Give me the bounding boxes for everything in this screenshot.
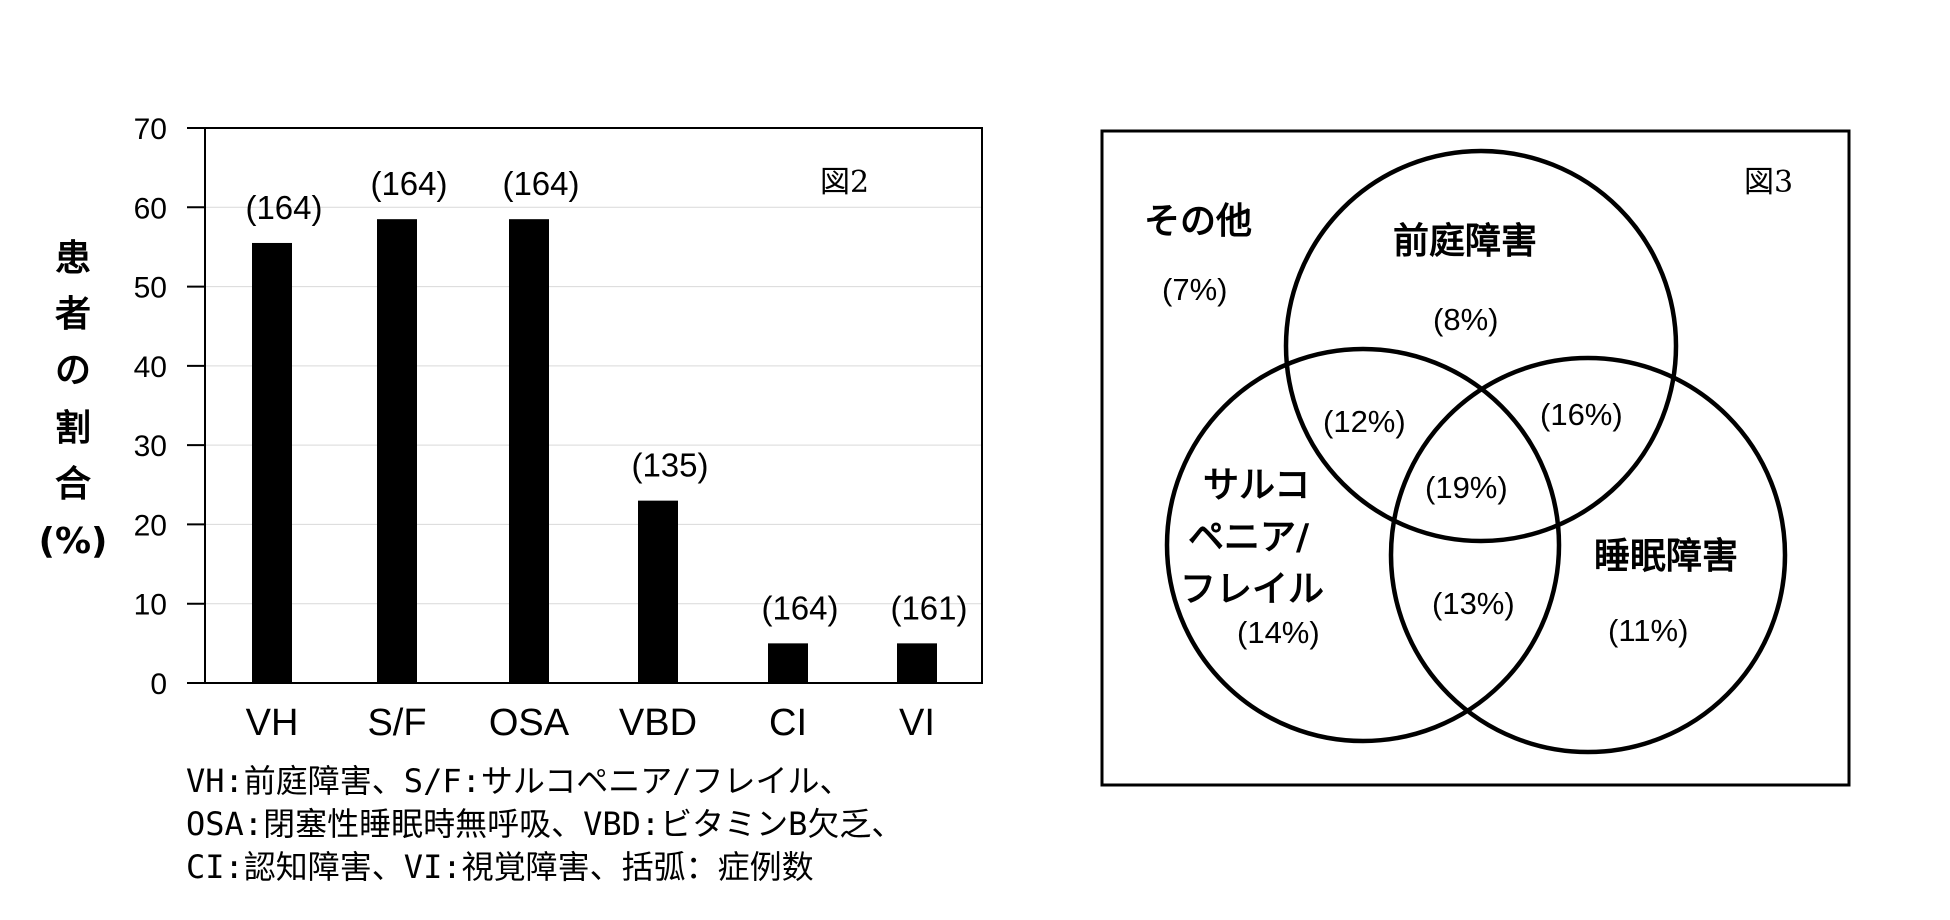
bar-vi bbox=[897, 643, 937, 683]
grid-lines bbox=[205, 206, 982, 605]
category-label: S/F bbox=[367, 702, 426, 744]
region-all-three-value: (19%) bbox=[1425, 470, 1508, 505]
y-tick-label: 50 bbox=[134, 272, 167, 305]
count-labels: (164) (164) (164) (135) (164) (161) bbox=[245, 165, 967, 626]
count-label: (164) bbox=[245, 189, 322, 226]
region-vestibular-value: (8%) bbox=[1433, 302, 1498, 337]
category-label: OSA bbox=[489, 702, 570, 744]
bar-osa bbox=[509, 219, 549, 683]
circle-vestibular bbox=[1283, 148, 1679, 544]
venn-diagram: 図3 その他 (7%) 前庭障害 (8%) (12%) (16%) (19%) … bbox=[1100, 129, 1851, 787]
y-tick-label: 30 bbox=[134, 430, 167, 463]
category-label: VH bbox=[246, 702, 299, 744]
y-tick-label: 10 bbox=[134, 589, 167, 622]
bar-vbd bbox=[638, 500, 678, 683]
bar-ci bbox=[768, 643, 808, 683]
abbreviation-caption: VH:前庭障害、S/F:サルコペニア/フレイル、 OSA:閉塞性睡眠時無呼吸、V… bbox=[186, 760, 903, 889]
circle-sarcopenia bbox=[1164, 346, 1562, 744]
category-labels: VH S/F OSA VBD CI VI bbox=[246, 702, 935, 744]
region-vestibular-label: 前庭障害 bbox=[1393, 221, 1537, 262]
category-label: VBD bbox=[619, 702, 697, 744]
caption-line-1: VH:前庭障害、S/F:サルコペニア/フレイル、 bbox=[186, 762, 852, 800]
bar-sf bbox=[377, 219, 417, 683]
y-axis-label-char: (%) bbox=[39, 521, 108, 562]
region-sarcopenia-label-line2: ペニア/ bbox=[1188, 517, 1310, 558]
region-sleep-label: 睡眠障害 bbox=[1594, 536, 1738, 577]
y-tick-label: 60 bbox=[134, 192, 167, 225]
region-other-label: その他 bbox=[1144, 201, 1252, 242]
figure-3-label: 図3 bbox=[1744, 165, 1793, 200]
count-label: (161) bbox=[890, 589, 967, 626]
caption-line-2: OSA:閉塞性睡眠時無呼吸、VBD:ビタミンB欠乏、 bbox=[186, 805, 904, 843]
region-vestibular-sleep-value: (16%) bbox=[1540, 397, 1623, 432]
y-axis-label-char: 合 bbox=[55, 464, 91, 505]
y-axis-label-char: の bbox=[55, 350, 91, 391]
region-other-value: (7%) bbox=[1162, 272, 1227, 307]
region-sarcopenia-label-line1: サルコ bbox=[1203, 465, 1310, 506]
category-label: CI bbox=[769, 702, 807, 744]
plot-frame bbox=[204, 127, 983, 684]
y-axis-label-char: 患 bbox=[55, 238, 91, 279]
caption-line-3: CI:認知障害、VI:視覚障害、括弧：症例数 bbox=[186, 848, 814, 886]
y-axis-label-char: 者 bbox=[55, 294, 91, 335]
bars bbox=[252, 219, 937, 683]
y-axis-label-char: 割 bbox=[55, 408, 91, 449]
region-sarcopenia-value: (14%) bbox=[1237, 615, 1320, 650]
bar-vh bbox=[252, 242, 292, 683]
figure-2-label: 図2 bbox=[820, 165, 869, 200]
count-label: (135) bbox=[631, 447, 708, 484]
region-vestibular-sarcopenia-value: (12%) bbox=[1323, 404, 1406, 439]
y-tick-label: 40 bbox=[134, 351, 167, 384]
region-sleep-value: (11%) bbox=[1608, 613, 1688, 648]
category-label: VI bbox=[899, 702, 935, 744]
venn-frame bbox=[1100, 129, 1851, 787]
region-sarcopenia-sleep-value: (13%) bbox=[1432, 586, 1515, 621]
count-label: (164) bbox=[370, 165, 447, 202]
y-tick-label: 70 bbox=[134, 113, 167, 146]
y-axis-ticks: 0 10 20 30 40 50 60 70 bbox=[134, 113, 205, 701]
y-tick-label: 20 bbox=[134, 509, 167, 542]
region-sarcopenia-label-line3: フレイル bbox=[1180, 569, 1324, 610]
circle-sleep bbox=[1388, 355, 1788, 755]
y-tick-label: 0 bbox=[150, 668, 167, 701]
count-label: (164) bbox=[761, 589, 838, 626]
count-label: (164) bbox=[502, 165, 579, 202]
